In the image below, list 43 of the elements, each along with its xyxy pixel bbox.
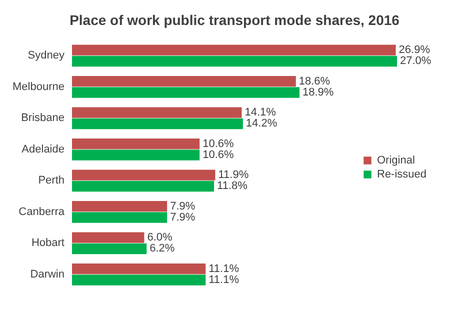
y-tick-label: Adelaide — [22, 143, 64, 156]
data-label: 14.2% — [246, 118, 278, 130]
data-label: 10.6% — [202, 138, 234, 150]
data-label: 26.9% — [398, 44, 430, 56]
data-label: 6.0% — [147, 232, 173, 244]
bar — [72, 200, 168, 212]
bar — [72, 56, 397, 67]
y-tick-label: Perth — [38, 174, 64, 187]
bar — [72, 107, 242, 118]
data-label: 6.2% — [150, 242, 175, 255]
data-label: 7.9% — [170, 211, 196, 224]
data-label: 11.8% — [217, 180, 248, 192]
data-label: 11.1% — [208, 262, 240, 275]
bar — [72, 118, 243, 130]
bar — [72, 138, 200, 150]
bar — [72, 87, 300, 98]
data-label: 10.6% — [202, 148, 234, 161]
bar — [72, 170, 216, 180]
y-tick-label: Melbourne — [12, 80, 64, 93]
bar — [72, 263, 206, 274]
y-tick-label: Canberra — [18, 206, 66, 218]
y-tick-label: Hobart — [31, 237, 64, 250]
chart-title: Place of work public transport mode shares, 2016 — [70, 12, 400, 28]
y-tick-label: Darwin — [30, 268, 64, 280]
bar — [72, 274, 206, 286]
bar — [72, 212, 168, 223]
data-label: 14.1% — [244, 106, 276, 119]
data-label: 11.1% — [208, 274, 240, 286]
y-tick-label: Sydney — [28, 50, 65, 62]
bar — [72, 44, 396, 56]
bar — [72, 180, 214, 192]
legend-label: Re-issued — [377, 168, 427, 180]
bar — [72, 232, 144, 243]
data-label: 18.9% — [302, 86, 334, 98]
legend-label: Original — [377, 154, 415, 166]
bar — [72, 243, 147, 254]
bar — [72, 76, 296, 87]
y-tick-label: Brisbane — [21, 112, 64, 124]
data-label: 7.9% — [170, 200, 196, 212]
bar — [72, 150, 200, 160]
data-label: 11.9% — [218, 169, 249, 182]
data-label: 27.0% — [400, 55, 432, 68]
data-label: 18.6% — [298, 75, 330, 88]
